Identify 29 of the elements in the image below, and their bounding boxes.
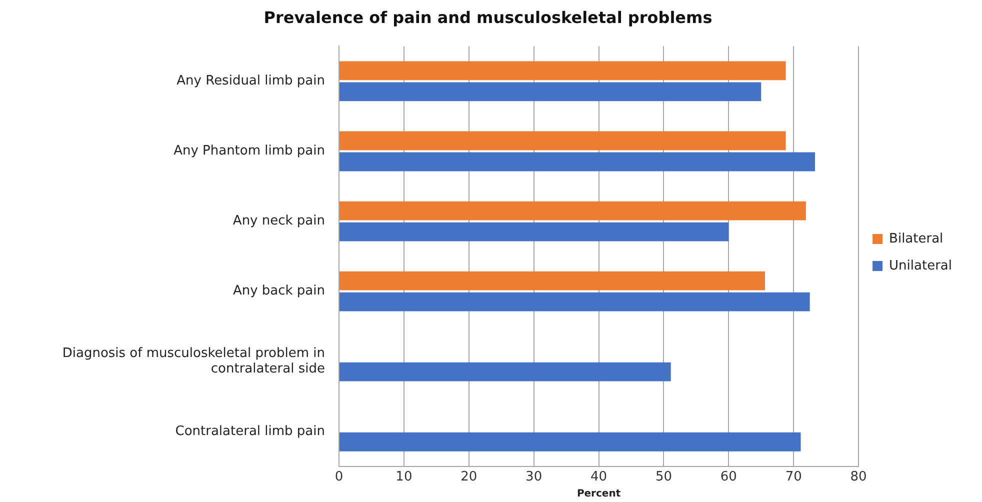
x-tick-label: 80 xyxy=(850,470,867,485)
bar xyxy=(340,152,816,172)
legend-label: Unilateral xyxy=(889,258,952,274)
bar xyxy=(340,222,729,242)
x-axis-title: Percent xyxy=(576,488,621,500)
x-tick-label: 50 xyxy=(655,470,672,485)
bar xyxy=(340,432,801,452)
legend-label: Bilateral xyxy=(889,231,944,246)
bar xyxy=(340,271,766,290)
chart-title: Prevalence of pain and musculoskeletal problems xyxy=(264,8,712,27)
bar xyxy=(340,131,786,150)
y-tick-label: Any back pain xyxy=(232,284,325,299)
y-tick-label: Any neck pain xyxy=(232,214,325,229)
bar xyxy=(340,362,671,382)
x-tick-label: 40 xyxy=(590,470,608,485)
x-tick-label: 0 xyxy=(334,470,344,485)
y-tick-label: Contralateral limb pain xyxy=(175,424,325,439)
x-tick-label: 20 xyxy=(460,470,478,485)
x-tick-label: 10 xyxy=(396,470,412,485)
x-tick-label: 70 xyxy=(785,470,802,485)
bar xyxy=(340,292,810,312)
y-tick-label: Any Residual limb pain xyxy=(176,74,325,89)
x-tick-label: 60 xyxy=(720,470,737,485)
y-tick-label: Any Phantom limb pain xyxy=(174,144,325,159)
x-tick-label: 30 xyxy=(526,470,542,485)
bar xyxy=(340,82,762,102)
bar xyxy=(340,61,786,80)
y-tick-label: Diagnosis of musculoskeletal problem in contralateral side xyxy=(62,346,325,377)
bar xyxy=(340,201,806,220)
